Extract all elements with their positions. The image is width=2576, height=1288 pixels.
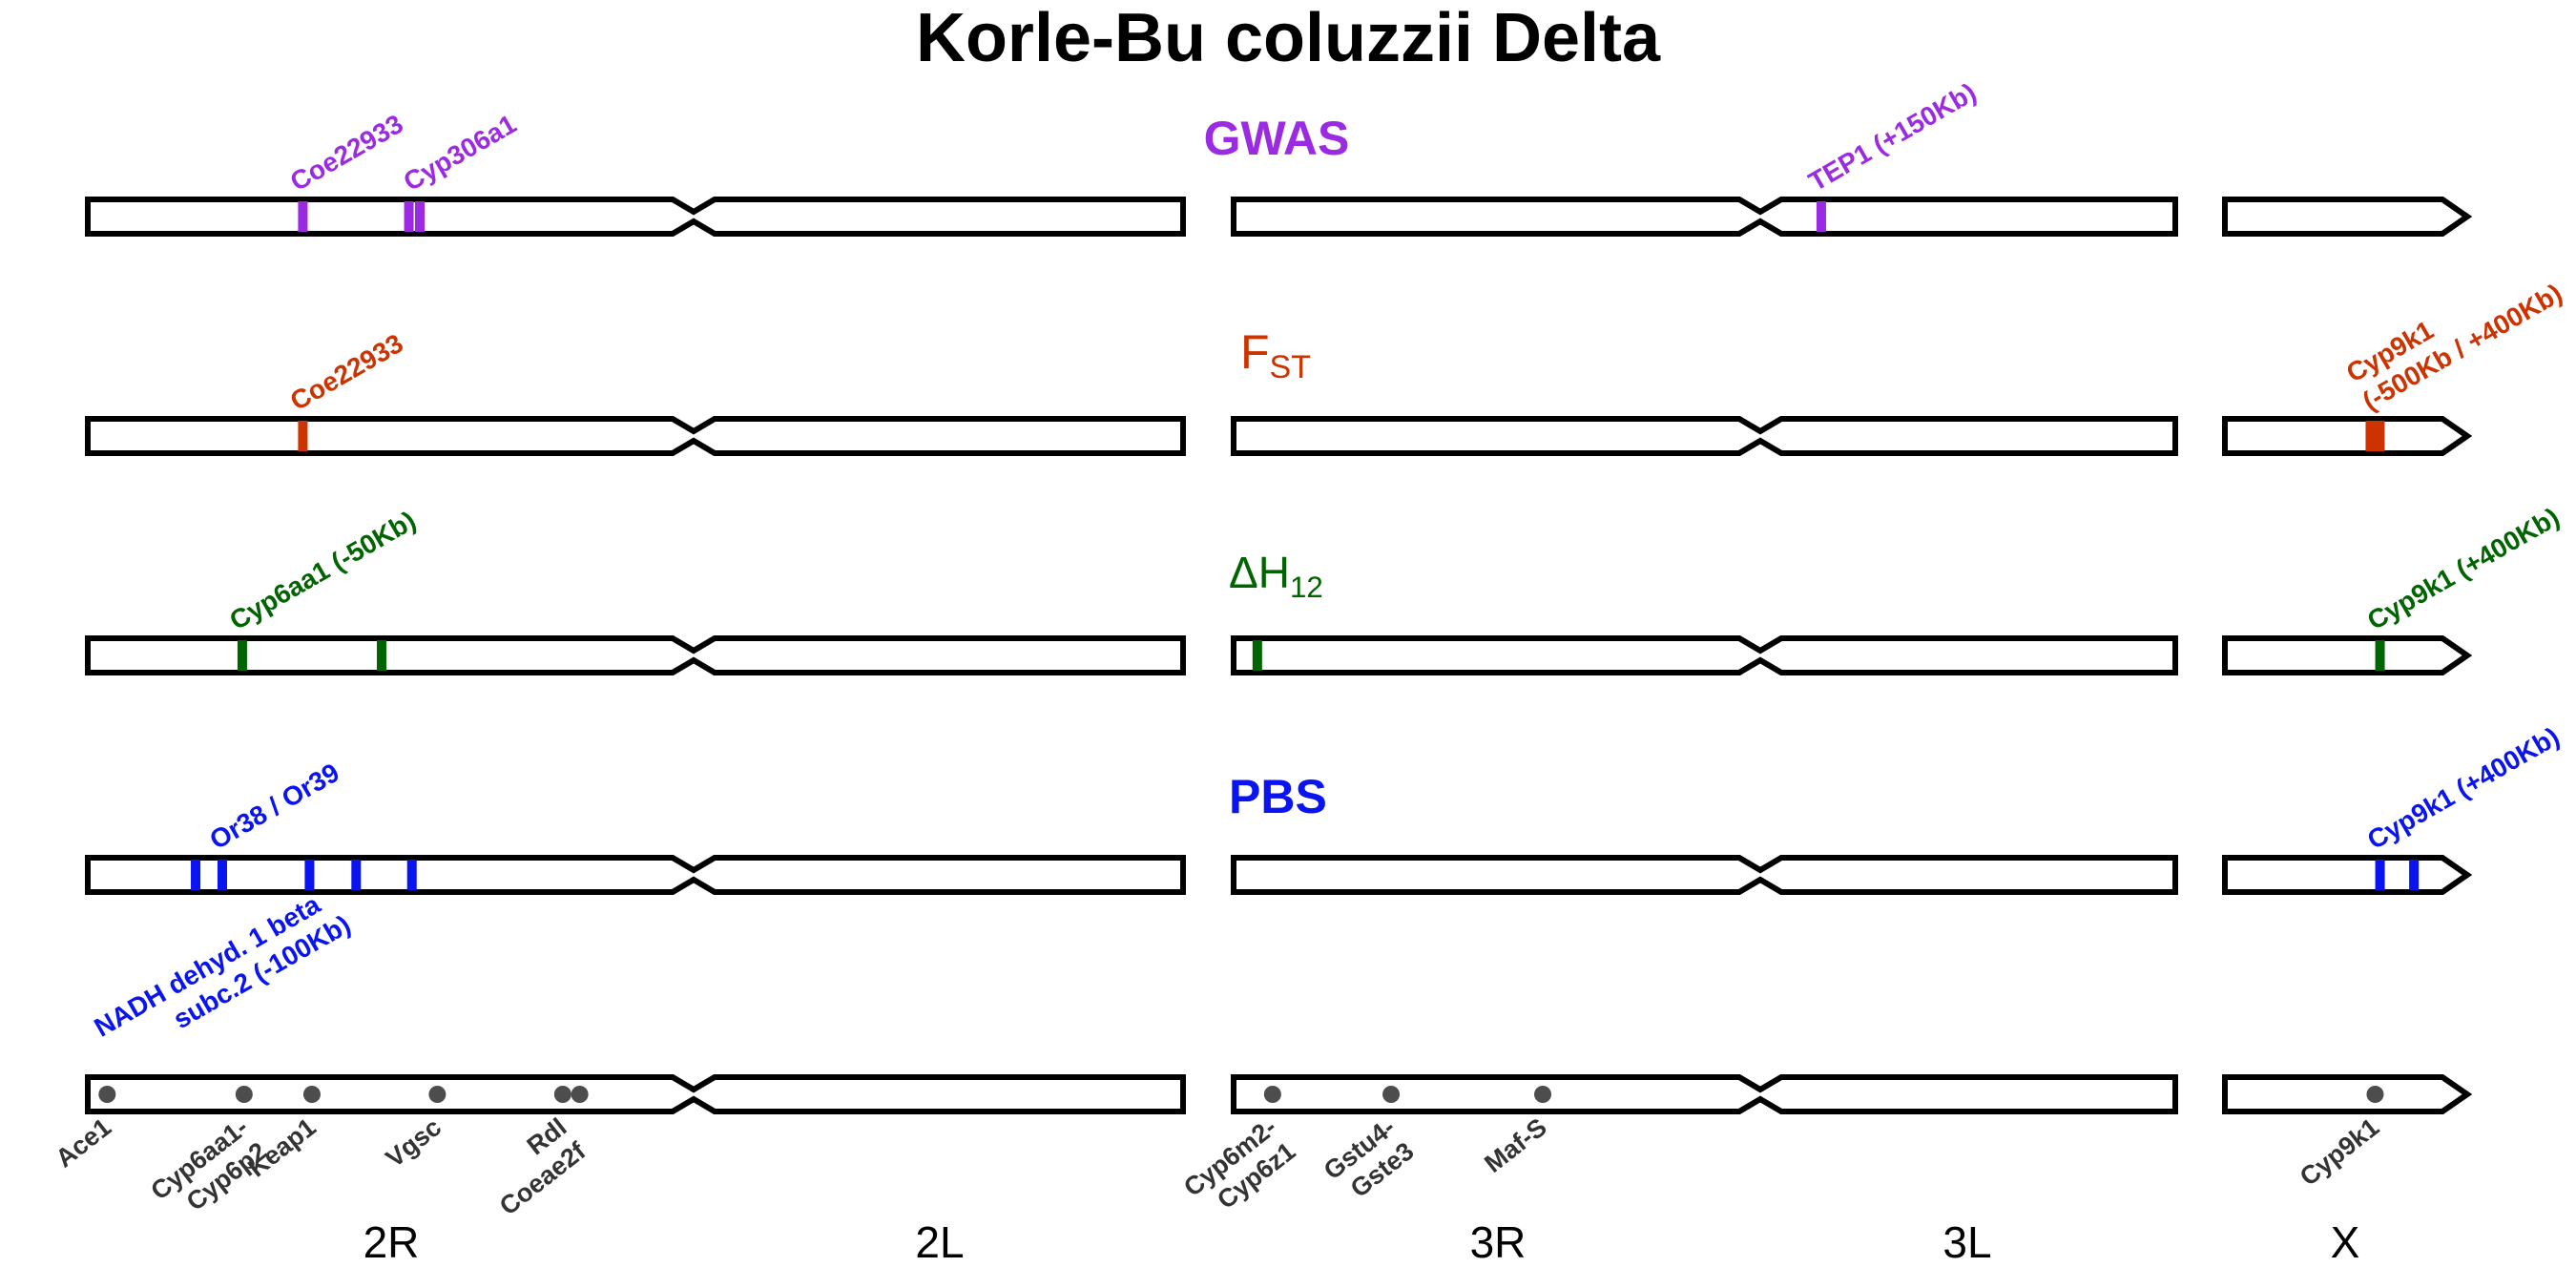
peak-marker-pbs-3	[351, 860, 362, 890]
gene-label-9: Cyp9k1	[2295, 1112, 2384, 1192]
peak-marker-pbs-1	[217, 860, 227, 890]
panel-label-subscript-h12: 12	[1290, 571, 1323, 604]
gene-dot-8	[1534, 1086, 1552, 1103]
gene-dot-1	[235, 1086, 253, 1103]
annotation-fst-0: Coe22933	[285, 328, 408, 416]
peak-marker-pbs-0	[191, 860, 201, 890]
chromosome-2	[85, 416, 1186, 456]
peak-marker-gwas-3	[1816, 201, 1826, 232]
annotation-gwas-2: TEP1 (+150Kb)	[1803, 77, 1981, 197]
annotation-pbs-1: Cyp9k1 (+400Kb)	[2362, 721, 2565, 855]
gene-dot-0	[98, 1086, 116, 1103]
gene-reference-row: NADH dehyd. 1 betasubc.2 (-100Kb) Ace1 Cyp…	[51, 882, 2473, 1226]
annotation-gwas-0: Coe22933	[285, 109, 408, 197]
gene-dot-6	[1263, 1086, 1281, 1103]
gene-dot-9	[2366, 1086, 2384, 1103]
annotation-gwas-1: Cyp306a1	[399, 109, 522, 197]
chromosome-2	[85, 197, 1186, 237]
chromosome-2	[85, 1074, 1186, 1114]
peak-marker-gwas-1	[404, 201, 414, 232]
panel-label-subscript-fst: ST	[1270, 349, 1311, 385]
gene-label-7: Gstu4-Gste3	[1319, 1112, 1420, 1210]
annotation-h12-0: Cyp6aa1 (-50Kb)	[224, 506, 421, 636]
gene-dot-2	[302, 1086, 321, 1103]
panel-label-pbs: PBS	[1229, 770, 1327, 823]
chromosome-x	[2222, 635, 2473, 675]
gene-label-0: Ace1	[51, 1112, 116, 1173]
gene-label-4: RdlCoeae2f	[475, 1111, 592, 1220]
chromosome-x	[2222, 855, 2473, 895]
arm-label-x: X	[2331, 1217, 2360, 1267]
gene-dot-5	[571, 1086, 589, 1103]
arm-label-2r: 2R	[364, 1217, 420, 1267]
chromosome-3	[1231, 635, 2178, 675]
panel-label-h12: ΔH12	[1229, 548, 1323, 604]
annotation-pbs-0: Or38 / Or39	[204, 758, 343, 855]
peak-marker-pbs-5	[2375, 860, 2385, 890]
chromosome-x	[2222, 416, 2473, 456]
panel-fst: FST Coe22933 Cyp9k1(-500Kb / +400Kb)	[85, 250, 2567, 456]
panel-label-gwas: GWAS	[1204, 112, 1350, 165]
annotation-fst-1: Cyp9k1(-500Kb / +400Kb)	[2341, 250, 2567, 416]
peak-marker-h12-0	[237, 640, 247, 671]
peak-marker-h12-1	[376, 640, 386, 671]
chromosome-3	[1231, 416, 2178, 456]
bottom-annotation: NADH dehyd. 1 betasubc.2 (-100Kb)	[90, 882, 356, 1071]
peak-marker-h12-2	[1252, 640, 1262, 671]
peak-marker-fst-1	[2365, 421, 2385, 451]
panel-h12: ΔH12 Cyp6aa1 (-50Kb) Cyp9k1 (+400Kb)	[85, 502, 2565, 675]
arm-label-3r: 3R	[1470, 1217, 1527, 1267]
chromosome-x	[2222, 1074, 2473, 1114]
arm-label-3l: 3L	[1942, 1217, 1991, 1267]
chromosome-x	[2222, 197, 2473, 237]
arm-label-2l: 2L	[915, 1217, 964, 1267]
peak-marker-fst-0	[298, 421, 308, 451]
peak-marker-pbs-4	[406, 860, 417, 890]
chromosome-2	[85, 855, 1186, 895]
panel-pbs: PBS Or38 / Or39 Cyp9k1 (+400Kb)	[85, 721, 2565, 895]
gene-label-6: Cyp6m2-Cyp6z1	[1178, 1112, 1300, 1226]
gene-label-8: Maf-S	[1479, 1112, 1551, 1178]
chromosome-3	[1231, 1074, 2178, 1114]
gene-dot-3	[428, 1086, 447, 1103]
peak-marker-gwas-0	[298, 201, 308, 232]
peak-marker-gwas-2	[414, 201, 425, 232]
chromosome-2	[85, 635, 1186, 675]
figure-title: Korle-Bu coluzzii Delta	[916, 0, 1661, 76]
chromosome-3	[1231, 855, 2178, 895]
gene-dot-4	[553, 1086, 571, 1103]
peak-marker-h12-3	[2375, 640, 2385, 671]
gene-dot-7	[1382, 1086, 1401, 1103]
peak-marker-pbs-6	[2409, 860, 2420, 890]
panel-label-fst: FST	[1240, 325, 1311, 385]
gene-label-3: Vgsc	[381, 1112, 447, 1173]
chromosome-3	[1231, 197, 2178, 237]
peak-marker-pbs-2	[304, 860, 315, 890]
annotation-h12-1: Cyp9k1 (+400Kb)	[2362, 502, 2565, 635]
